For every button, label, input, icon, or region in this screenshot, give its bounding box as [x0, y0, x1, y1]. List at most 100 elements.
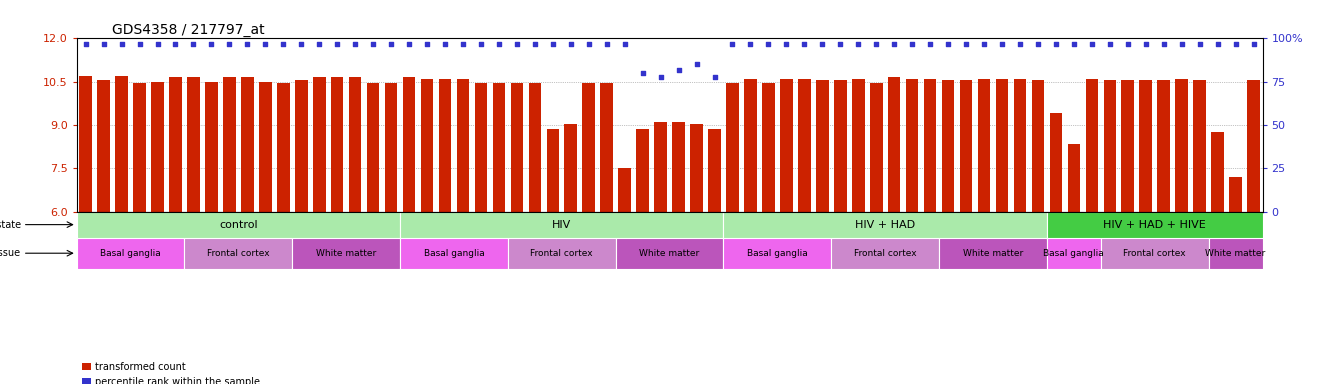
- Point: [506, 41, 527, 47]
- Bar: [401, 212, 723, 238]
- Point: [703, 73, 724, 79]
- Point: [345, 41, 366, 47]
- Bar: [205, 82, 218, 212]
- Point: [1027, 41, 1048, 47]
- Point: [165, 41, 186, 47]
- Bar: [529, 83, 541, 212]
- Point: [75, 41, 97, 47]
- Bar: [456, 79, 469, 212]
- Bar: [654, 122, 666, 212]
- Bar: [385, 83, 398, 212]
- Point: [1188, 41, 1210, 47]
- Point: [615, 41, 636, 47]
- Bar: [401, 238, 508, 269]
- Bar: [600, 83, 613, 212]
- Point: [435, 41, 456, 47]
- Bar: [79, 76, 93, 212]
- Point: [255, 41, 276, 47]
- Bar: [832, 238, 939, 269]
- Bar: [134, 83, 145, 212]
- Bar: [1047, 238, 1101, 269]
- Point: [1117, 41, 1138, 47]
- Bar: [1247, 80, 1260, 212]
- Bar: [1101, 238, 1208, 269]
- Text: Basal ganglia: Basal ganglia: [100, 249, 161, 258]
- Bar: [888, 78, 900, 212]
- Point: [920, 41, 941, 47]
- Point: [866, 41, 887, 47]
- Bar: [1211, 132, 1224, 212]
- Point: [1063, 41, 1084, 47]
- Point: [578, 41, 599, 47]
- Point: [130, 41, 151, 47]
- Text: tissue: tissue: [0, 248, 21, 258]
- Text: White matter: White matter: [1206, 249, 1265, 258]
- Text: control: control: [219, 220, 258, 230]
- Bar: [292, 238, 401, 269]
- Point: [272, 41, 293, 47]
- Text: Basal ganglia: Basal ganglia: [1043, 249, 1104, 258]
- Bar: [941, 80, 954, 212]
- Point: [291, 41, 312, 47]
- Bar: [780, 79, 793, 212]
- Point: [308, 41, 329, 47]
- Text: Basal ganglia: Basal ganglia: [747, 249, 808, 258]
- Point: [937, 41, 958, 47]
- Bar: [870, 83, 883, 212]
- Bar: [960, 80, 973, 212]
- Bar: [851, 79, 865, 212]
- Bar: [978, 79, 990, 212]
- Point: [902, 41, 923, 47]
- Point: [812, 41, 833, 47]
- Bar: [508, 238, 616, 269]
- Point: [1136, 41, 1157, 47]
- Bar: [939, 238, 1047, 269]
- Bar: [1014, 79, 1026, 212]
- Point: [758, 41, 779, 47]
- Point: [632, 70, 653, 76]
- Bar: [241, 78, 254, 212]
- Point: [830, 41, 851, 47]
- Text: disease state: disease state: [0, 220, 21, 230]
- Point: [147, 41, 168, 47]
- Text: GDS4358 / 217797_at: GDS4358 / 217797_at: [112, 23, 264, 37]
- Text: Frontal cortex: Frontal cortex: [208, 249, 270, 258]
- Text: Frontal cortex: Frontal cortex: [530, 249, 594, 258]
- Bar: [223, 78, 235, 212]
- Bar: [636, 129, 649, 212]
- Point: [111, 41, 132, 47]
- Bar: [834, 80, 846, 212]
- Point: [398, 41, 419, 47]
- Point: [973, 41, 994, 47]
- Bar: [98, 80, 110, 212]
- Bar: [169, 78, 182, 212]
- Text: White matter: White matter: [962, 249, 1023, 258]
- Bar: [77, 238, 185, 269]
- Point: [668, 66, 689, 73]
- Bar: [726, 83, 739, 212]
- Bar: [761, 83, 775, 212]
- Bar: [493, 83, 505, 212]
- Point: [488, 41, 509, 47]
- Bar: [816, 80, 829, 212]
- Point: [1171, 41, 1192, 47]
- Bar: [673, 122, 685, 212]
- Text: HIV: HIV: [553, 220, 571, 230]
- Bar: [924, 79, 936, 212]
- Point: [1207, 41, 1228, 47]
- Text: Basal ganglia: Basal ganglia: [423, 249, 484, 258]
- Bar: [115, 76, 128, 212]
- Bar: [1140, 80, 1151, 212]
- Bar: [439, 79, 451, 212]
- Point: [93, 41, 114, 47]
- Text: White matter: White matter: [316, 249, 377, 258]
- Bar: [1047, 212, 1263, 238]
- Point: [525, 41, 546, 47]
- Bar: [349, 78, 361, 212]
- Bar: [1050, 113, 1062, 212]
- Point: [1225, 41, 1247, 47]
- Text: Frontal cortex: Frontal cortex: [854, 249, 916, 258]
- Bar: [366, 83, 379, 212]
- Point: [992, 41, 1013, 47]
- Point: [201, 41, 222, 47]
